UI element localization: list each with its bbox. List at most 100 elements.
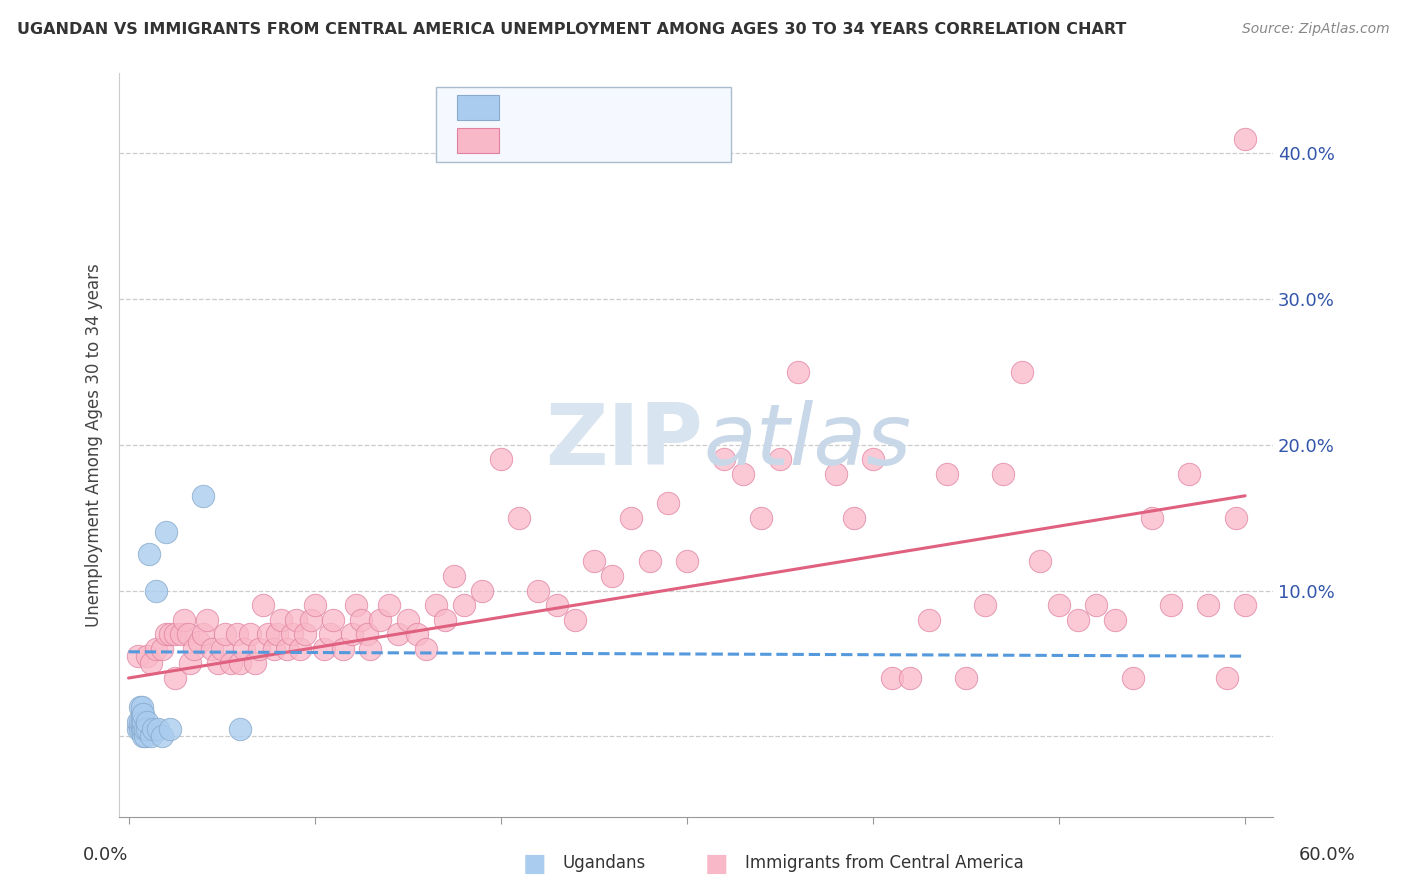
Point (918, 613, 941, 627)
Point (247, 641, 270, 656)
Point (824, 467, 846, 481)
Point (281, 627, 304, 641)
Text: 101: 101 (665, 131, 703, 149)
Point (638, 554, 661, 568)
Point (252, 598, 274, 612)
Point (564, 613, 586, 627)
Point (406, 627, 429, 641)
Point (288, 641, 311, 656)
Point (657, 496, 679, 510)
Point (270, 613, 292, 627)
Point (787, 365, 810, 379)
Point (433, 613, 456, 627)
Point (713, 452, 735, 467)
Point (546, 598, 568, 612)
Point (136, 649, 159, 664)
Point (219, 657, 242, 671)
Point (425, 598, 447, 612)
Point (165, 671, 187, 685)
Point (1066, 613, 1088, 627)
Point (356, 627, 378, 641)
Point (620, 510, 643, 524)
Point (1160, 598, 1182, 612)
Point (1085, 598, 1108, 612)
Point (862, 452, 884, 467)
Point (229, 722, 252, 736)
Point (350, 613, 373, 627)
Point (368, 613, 391, 627)
Point (304, 598, 326, 612)
Point (508, 510, 530, 524)
Text: R =: R = (510, 131, 550, 149)
Point (132, 722, 155, 736)
Point (183, 641, 205, 656)
Point (396, 613, 419, 627)
Point (127, 649, 149, 664)
Point (1029, 554, 1052, 568)
Point (769, 452, 792, 467)
Point (415, 641, 437, 656)
Point (471, 583, 494, 598)
Point (276, 641, 298, 656)
Point (1011, 365, 1033, 379)
Point (318, 627, 340, 641)
Point (1215, 671, 1237, 685)
Point (749, 510, 772, 524)
Text: Immigrants from Central America: Immigrants from Central America (745, 855, 1024, 872)
Point (148, 722, 170, 736)
Point (266, 627, 288, 641)
Text: 0.0%: 0.0% (83, 846, 128, 863)
Point (936, 467, 959, 481)
Point (378, 598, 401, 612)
Point (344, 598, 367, 612)
Point (1122, 671, 1144, 685)
Point (582, 554, 605, 568)
Point (527, 583, 550, 598)
Point (1197, 598, 1219, 612)
Text: ■: ■ (706, 852, 728, 875)
Point (195, 613, 218, 627)
Point (132, 730, 155, 744)
Point (731, 467, 754, 481)
Point (136, 722, 159, 736)
Point (1234, 131, 1257, 145)
Point (191, 489, 214, 503)
Point (155, 525, 177, 540)
Point (177, 627, 200, 641)
Point (898, 671, 921, 685)
Point (299, 613, 322, 627)
Text: atlas: atlas (703, 400, 911, 483)
Point (150, 641, 173, 656)
Point (136, 714, 159, 729)
Point (131, 714, 153, 729)
Point (387, 627, 409, 641)
Point (128, 722, 150, 736)
Point (128, 714, 150, 729)
Point (332, 641, 354, 656)
Point (312, 641, 335, 656)
Text: Source: ZipAtlas.com: Source: ZipAtlas.com (1241, 22, 1389, 37)
Point (993, 467, 1015, 481)
Text: ■: ■ (523, 852, 546, 875)
Point (188, 634, 211, 648)
Point (145, 641, 167, 656)
Text: N =: N = (626, 131, 665, 149)
Point (131, 707, 153, 722)
Text: N =: N = (626, 98, 665, 116)
Point (880, 671, 903, 685)
Point (139, 657, 162, 671)
Point (159, 722, 181, 736)
Point (191, 627, 214, 641)
Point (139, 730, 162, 744)
Point (322, 613, 344, 627)
Point (150, 730, 173, 744)
Point (128, 700, 150, 714)
Text: -0.011: -0.011 (550, 98, 614, 116)
Point (1234, 598, 1257, 612)
Point (453, 598, 475, 612)
Point (676, 554, 699, 568)
Point (132, 707, 155, 722)
Point (243, 657, 266, 671)
Point (165, 627, 187, 641)
Point (360, 641, 382, 656)
